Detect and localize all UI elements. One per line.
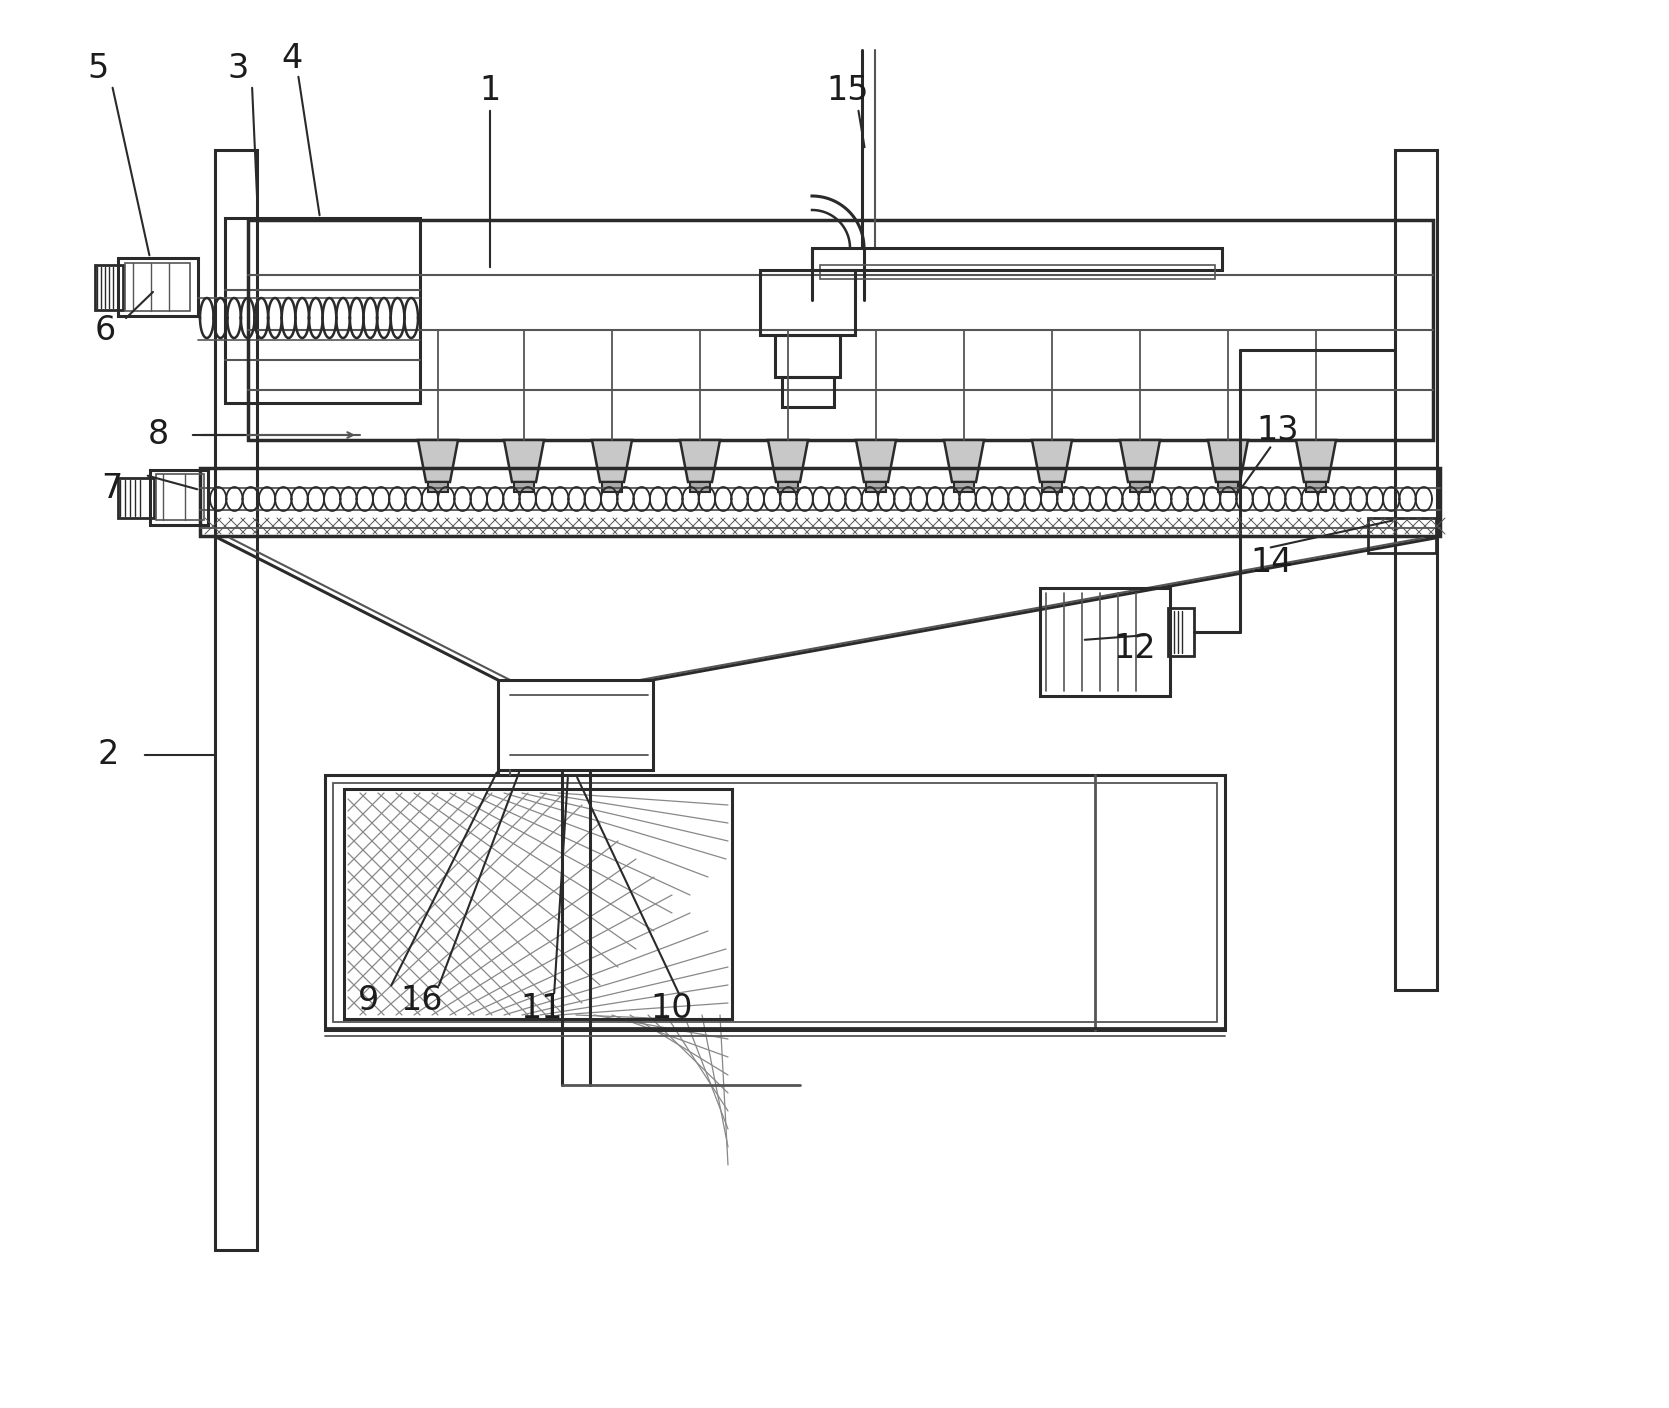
Bar	[689, 482, 709, 491]
Bar	[1130, 482, 1150, 491]
Bar	[344, 788, 733, 1019]
Bar	[783, 377, 834, 407]
Bar	[155, 474, 204, 520]
Bar	[1040, 589, 1170, 696]
Bar	[334, 783, 1217, 1022]
Bar	[866, 482, 886, 491]
Text: 5: 5	[87, 52, 108, 84]
Bar	[249, 220, 1434, 439]
Bar	[955, 482, 975, 491]
Text: 15: 15	[826, 73, 870, 107]
Bar	[325, 774, 1225, 1031]
Bar	[118, 477, 154, 518]
Bar	[150, 470, 209, 525]
Polygon shape	[1031, 439, 1071, 482]
Text: 10: 10	[651, 991, 693, 1025]
Bar	[1307, 482, 1325, 491]
Polygon shape	[592, 439, 633, 482]
Bar	[1168, 608, 1193, 656]
Polygon shape	[679, 439, 719, 482]
Bar	[427, 482, 447, 491]
Text: 2: 2	[97, 739, 118, 772]
Text: 6: 6	[95, 314, 115, 346]
Text: 14: 14	[1250, 545, 1293, 579]
Bar	[1395, 151, 1437, 990]
Text: 16: 16	[401, 984, 444, 1017]
Polygon shape	[856, 439, 896, 482]
Bar	[1218, 482, 1238, 491]
Text: 11: 11	[521, 991, 562, 1025]
Bar	[215, 151, 257, 1250]
Bar	[603, 482, 623, 491]
Bar	[759, 270, 855, 335]
Bar	[514, 482, 534, 491]
Bar	[95, 265, 124, 310]
Bar	[774, 335, 840, 377]
Bar	[1369, 518, 1435, 553]
Bar	[125, 263, 190, 311]
Bar	[813, 248, 1222, 270]
Text: 13: 13	[1257, 414, 1298, 446]
Polygon shape	[1297, 439, 1335, 482]
Text: 4: 4	[282, 41, 302, 75]
Polygon shape	[1208, 439, 1248, 482]
Bar	[225, 218, 421, 403]
Polygon shape	[504, 439, 544, 482]
Polygon shape	[768, 439, 808, 482]
Bar	[200, 467, 1440, 536]
Bar	[819, 265, 1215, 279]
Bar	[1041, 482, 1061, 491]
Text: 3: 3	[227, 52, 249, 84]
Text: 7: 7	[102, 472, 122, 504]
Text: 12: 12	[1113, 632, 1157, 665]
Bar	[497, 680, 653, 770]
Polygon shape	[1120, 439, 1160, 482]
Text: 1: 1	[479, 73, 501, 107]
Polygon shape	[417, 439, 457, 482]
Bar	[118, 258, 199, 315]
Polygon shape	[945, 439, 985, 482]
Text: 8: 8	[147, 418, 169, 452]
Text: 9: 9	[357, 984, 379, 1017]
Bar	[778, 482, 798, 491]
